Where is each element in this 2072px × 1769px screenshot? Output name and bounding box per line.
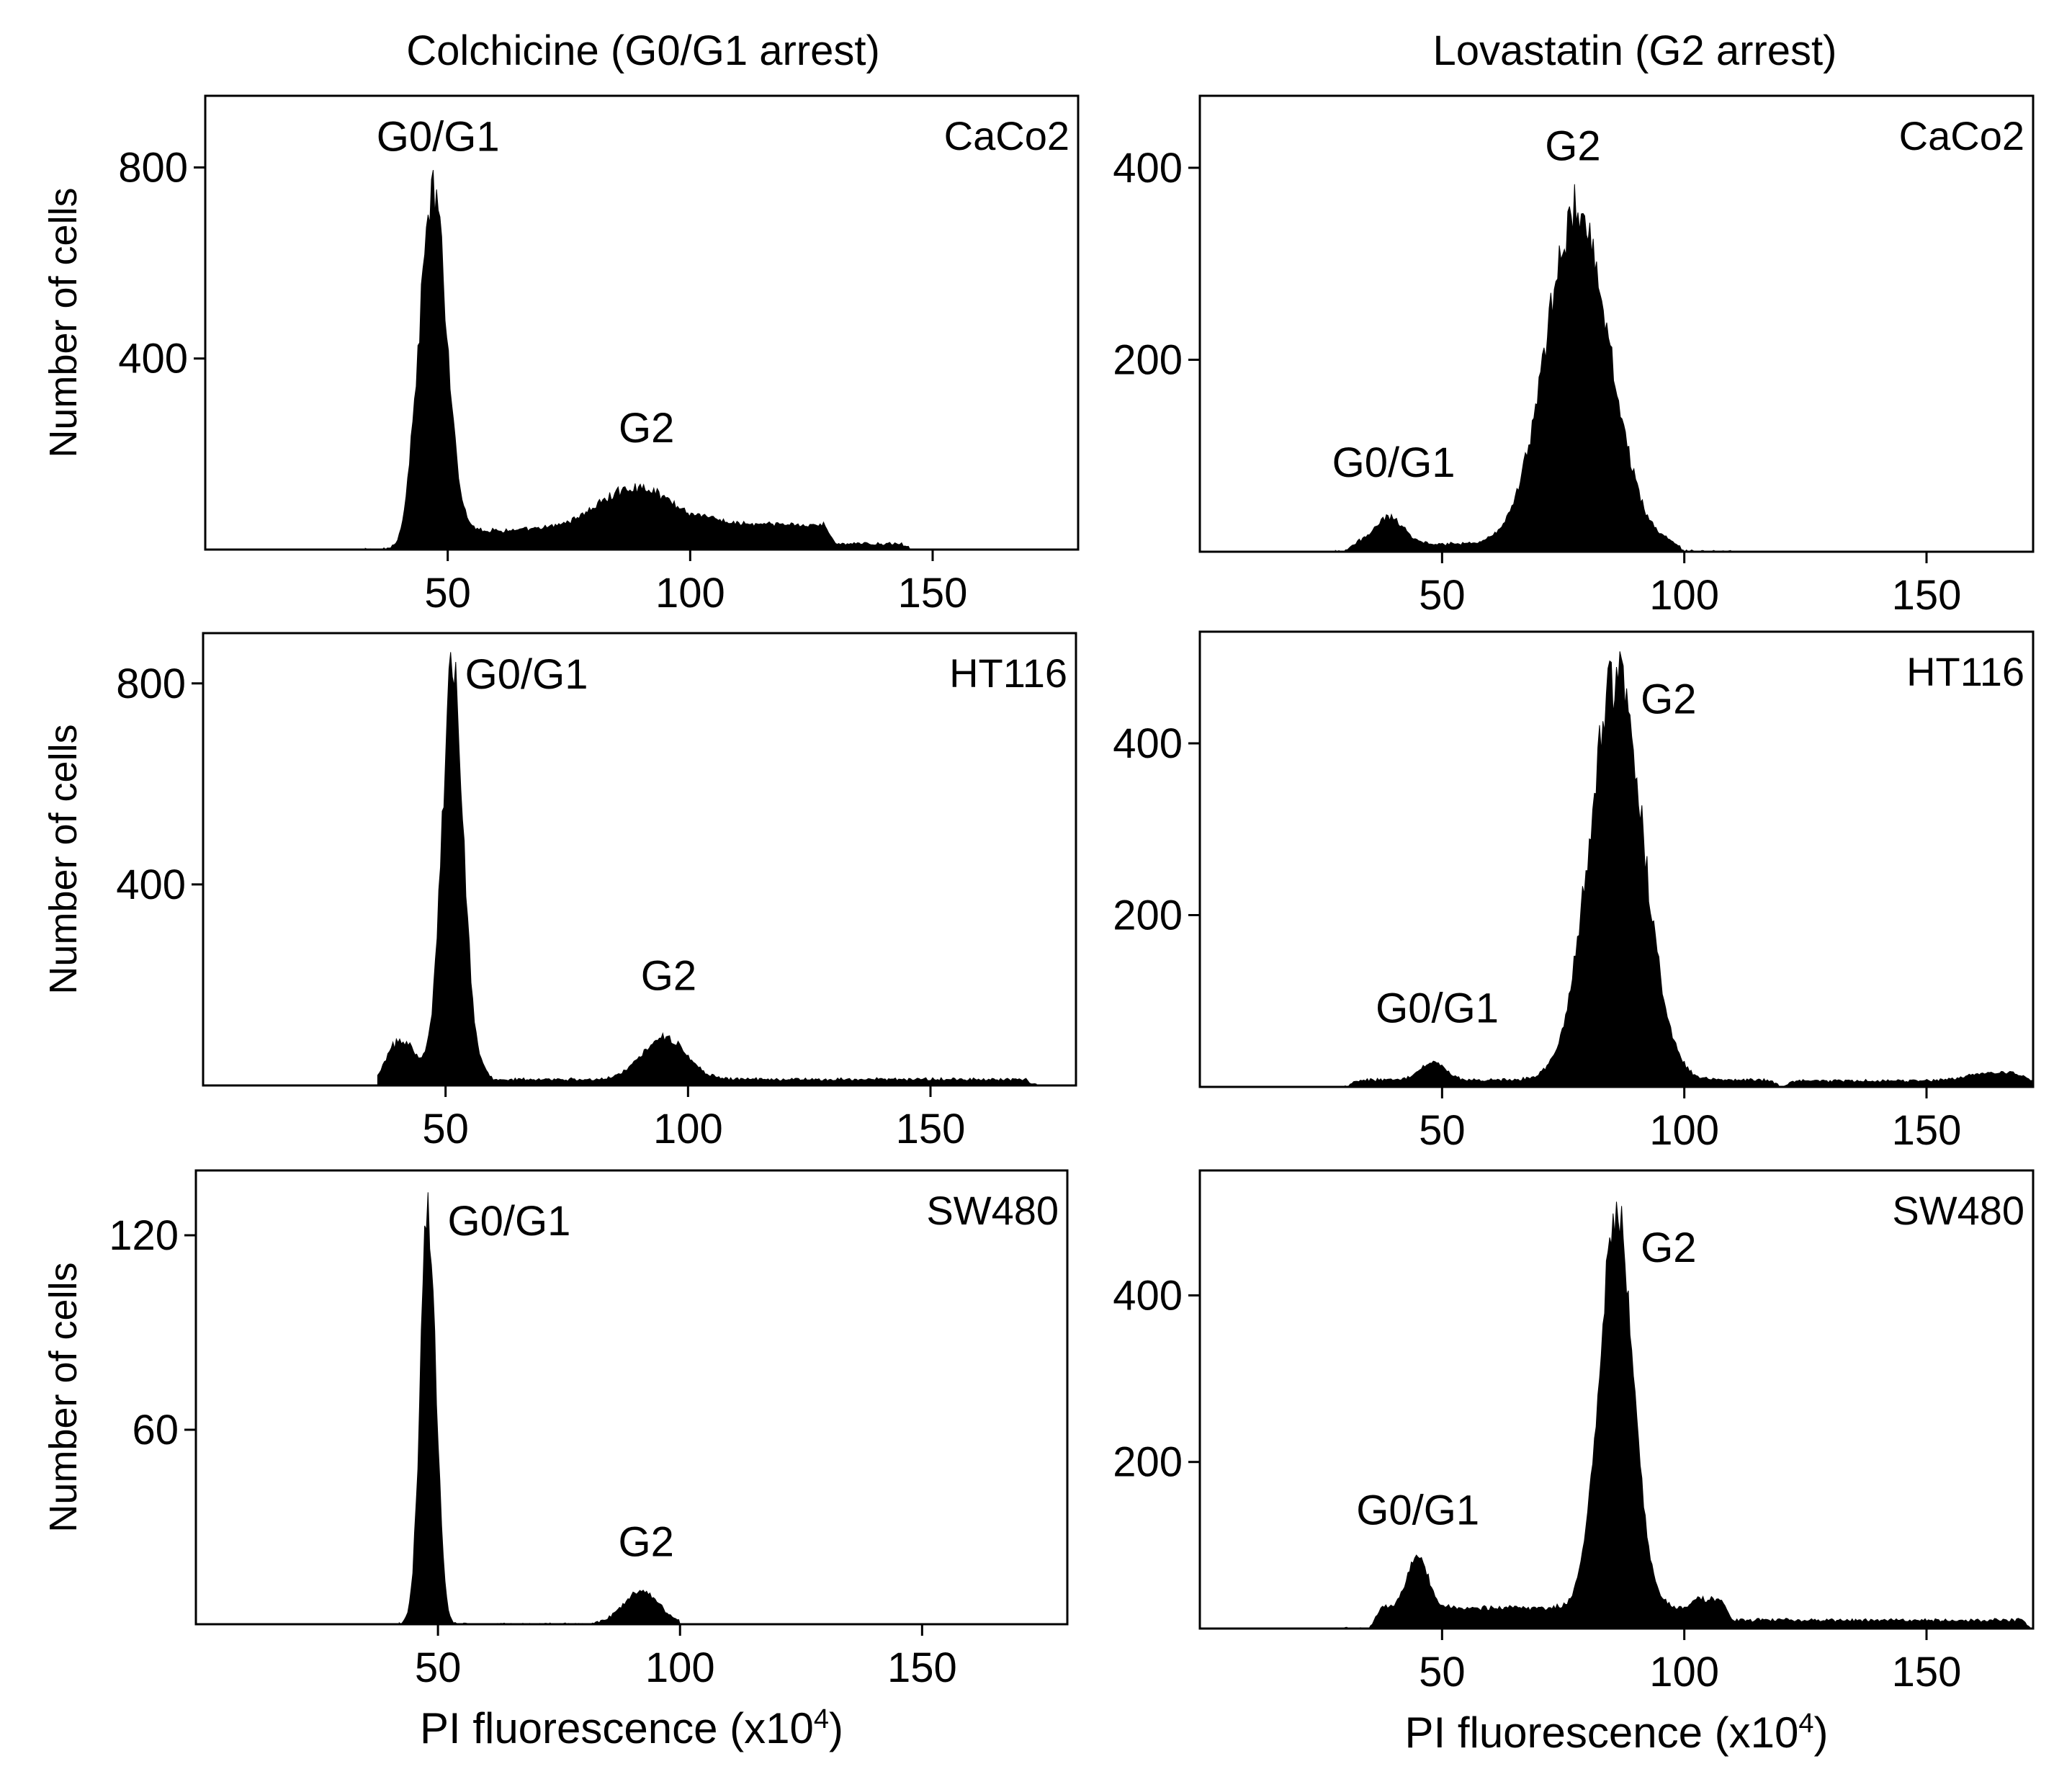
cell-line-label: HT116 bbox=[1906, 649, 2024, 694]
x-tick-label: 50 bbox=[1419, 572, 1466, 619]
cell-line-label: SW480 bbox=[926, 1188, 1059, 1233]
x-tick-label: 100 bbox=[653, 1106, 723, 1152]
x-tick-label: 100 bbox=[1649, 1649, 1719, 1696]
plot-frame bbox=[204, 94, 1080, 551]
x-tick-label: 50 bbox=[424, 570, 471, 617]
histogram-area bbox=[1345, 1201, 2033, 1629]
histogram-panel-caco2-lovastatin: 50 100 150 200 400 CaCo2 G2 G0/G1 bbox=[1113, 94, 2035, 619]
plot-frame bbox=[1198, 94, 2035, 553]
histogram-area bbox=[1335, 184, 1733, 552]
y-tick-label: 200 bbox=[1113, 892, 1183, 939]
plot-frame bbox=[202, 632, 1077, 1087]
y-tick-label: 60 bbox=[132, 1407, 179, 1454]
y-tick-label: 120 bbox=[109, 1212, 179, 1259]
cell-line-label: SW480 bbox=[1892, 1188, 2024, 1233]
histogram-panel-sw480-colchicine: 50 100 150 60 120 SW480 G0/G1 G2 Number of cells… bbox=[42, 1169, 1069, 1752]
x-tick-label: 100 bbox=[645, 1644, 715, 1691]
peak-label: G0/G1 bbox=[1376, 985, 1499, 1032]
peak-label: G2 bbox=[618, 1519, 673, 1566]
peak-label: G0/G1 bbox=[1356, 1487, 1479, 1533]
x-tick-label: 100 bbox=[655, 570, 725, 617]
y-tick-label: 400 bbox=[116, 861, 186, 908]
histogram-panel-ht116-colchicine: 50 100 150 400 800 HT116 G0/G1 G2 Number of cell… bbox=[42, 632, 1077, 1152]
histogram-panel-ht116-lovastatin: 50 100 150 200 400 HT116 G2 G0/G1 bbox=[1113, 630, 2035, 1154]
histogram-area bbox=[364, 170, 914, 550]
x-tick-label: 150 bbox=[1892, 1107, 1962, 1154]
y-tick-label: 800 bbox=[118, 144, 188, 191]
x-tick-label: 100 bbox=[1649, 1107, 1719, 1154]
peak-label: G2 bbox=[1641, 676, 1696, 722]
y-tick-label: 400 bbox=[118, 336, 188, 382]
plot-frame bbox=[1198, 630, 2035, 1088]
x-tick-label: 50 bbox=[1419, 1649, 1466, 1696]
histogram-panel-sw480-lovastatin: 50 100 150 200 400 SW480 G2 G0/G1 PI fluorescenc… bbox=[1113, 1169, 2035, 1757]
y-axis-title: Number of cells bbox=[42, 1262, 85, 1532]
x-tick-label: 150 bbox=[896, 1106, 966, 1152]
x-tick-label: 50 bbox=[415, 1644, 462, 1691]
peak-label: G0/G1 bbox=[1332, 439, 1456, 486]
peak-label: G0/G1 bbox=[465, 651, 588, 698]
x-axis-title-exponent: 4 bbox=[1798, 1708, 1813, 1739]
peak-label: G0/G1 bbox=[377, 113, 500, 160]
x-axis-title: PI fluorescence (x104) bbox=[1404, 1708, 1828, 1757]
x-tick-label: 150 bbox=[1892, 1649, 1962, 1696]
y-tick-label: 200 bbox=[1113, 336, 1183, 383]
histogram-panels: 50 100 150 400 800 CaCo2 G0/G1 G2 Number of cell… bbox=[42, 94, 2035, 1757]
peak-label: G2 bbox=[1641, 1224, 1696, 1271]
y-axis-title: Number of cells bbox=[42, 724, 85, 994]
cell-line-label: CaCo2 bbox=[944, 113, 1069, 158]
peak-label: G2 bbox=[619, 405, 674, 452]
x-axis-title-exponent: 4 bbox=[814, 1704, 829, 1734]
x-tick-label: 100 bbox=[1649, 572, 1719, 619]
cell-line-label: CaCo2 bbox=[1899, 113, 2024, 158]
y-tick-label: 400 bbox=[1113, 720, 1183, 767]
x-tick-label: 150 bbox=[898, 570, 968, 617]
x-axis-title-close: ) bbox=[829, 1704, 843, 1752]
x-axis-title-close: ) bbox=[1814, 1708, 1829, 1757]
x-tick-label: 150 bbox=[887, 1644, 957, 1691]
cell-line-label: HT116 bbox=[949, 650, 1067, 696]
y-tick-label: 800 bbox=[116, 660, 186, 707]
x-tick-label: 50 bbox=[1419, 1107, 1466, 1154]
peak-label: G0/G1 bbox=[448, 1198, 571, 1245]
y-axis-title: Number of cells bbox=[42, 187, 85, 457]
histogram-panel-caco2-colchicine: 50 100 150 400 800 CaCo2 G0/G1 G2 Number of cell… bbox=[42, 94, 1080, 617]
column-title-colchicine: Colchicine (G0/G1 arrest) bbox=[406, 27, 880, 74]
y-tick-label: 400 bbox=[1113, 145, 1183, 192]
column-title-lovastatin: Lovastatin (G2 arrest) bbox=[1433, 27, 1837, 74]
y-tick-label: 200 bbox=[1113, 1439, 1183, 1486]
x-tick-label: 150 bbox=[1892, 572, 1962, 619]
histogram-area bbox=[1345, 651, 2034, 1088]
x-tick-label: 50 bbox=[422, 1106, 469, 1152]
peak-label: G2 bbox=[641, 952, 696, 999]
histogram-area bbox=[377, 652, 1039, 1086]
y-tick-label: 400 bbox=[1113, 1272, 1183, 1319]
plot-frame bbox=[194, 1169, 1069, 1626]
x-axis-title: PI fluorescence (x104) bbox=[420, 1704, 843, 1752]
peak-label: G2 bbox=[1545, 122, 1600, 169]
plot-frame bbox=[1198, 1169, 2035, 1630]
